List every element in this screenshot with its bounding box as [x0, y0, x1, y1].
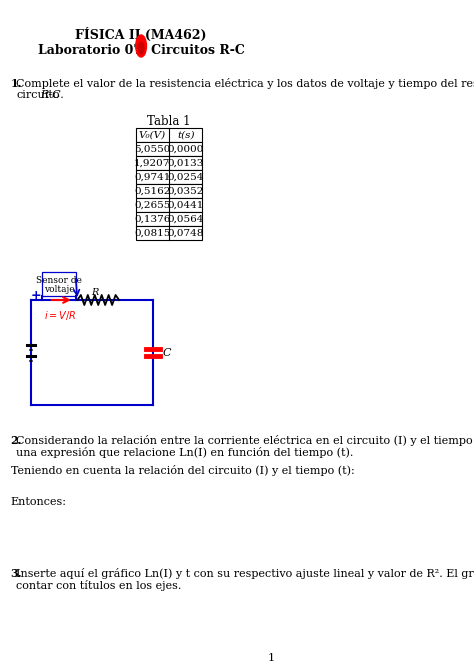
Text: Teniendo en cuenta la relación del circuito (I) y el tiempo (t):: Teniendo en cuenta la relación del circu… — [11, 465, 355, 476]
Bar — [136, 142, 202, 156]
Bar — [136, 212, 202, 226]
Text: 0,1376: 0,1376 — [134, 214, 171, 224]
Text: R-C.: R-C. — [40, 90, 64, 100]
Text: 0,2655: 0,2655 — [134, 200, 171, 210]
Text: 0,0000: 0,0000 — [167, 145, 204, 153]
Text: Tabla 1: Tabla 1 — [147, 115, 191, 127]
Text: 1,9207: 1,9207 — [134, 159, 171, 168]
Text: $i = V/R$: $i = V/R$ — [44, 309, 76, 322]
Text: 0,9741: 0,9741 — [134, 172, 171, 182]
Text: 3.: 3. — [11, 568, 22, 579]
Bar — [136, 226, 202, 240]
Text: voltaje: voltaje — [44, 285, 74, 293]
Text: 2.: 2. — [11, 435, 22, 446]
Text: 0,0564: 0,0564 — [167, 214, 204, 224]
Text: Laboratorio 07: Circuitos R-C: Laboratorio 07: Circuitos R-C — [37, 44, 245, 56]
Text: 0,0352: 0,0352 — [167, 186, 204, 196]
Ellipse shape — [138, 42, 144, 54]
Text: V₀(V): V₀(V) — [139, 131, 166, 139]
Text: 0,0441: 0,0441 — [167, 200, 204, 210]
Text: Sensor de: Sensor de — [36, 275, 82, 285]
Text: contar con títulos en los ejes.: contar con títulos en los ejes. — [16, 580, 182, 591]
Text: 0,0254: 0,0254 — [167, 172, 204, 182]
Text: 0,5162: 0,5162 — [134, 186, 171, 196]
Bar — [42, 272, 76, 296]
Text: 1: 1 — [267, 653, 274, 663]
Text: 0,0815: 0,0815 — [134, 228, 171, 237]
Text: 0,0748: 0,0748 — [167, 228, 204, 237]
Bar — [136, 128, 202, 142]
Text: una expresión que relacione Ln(I) en función del tiempo (t).: una expresión que relacione Ln(I) en fun… — [16, 447, 354, 458]
Text: FÍSICA II (MA462): FÍSICA II (MA462) — [75, 28, 207, 42]
Bar — [136, 156, 202, 170]
Text: 1.: 1. — [11, 78, 22, 89]
Ellipse shape — [136, 35, 146, 57]
Bar — [136, 184, 202, 198]
Text: C: C — [163, 348, 171, 358]
Text: Complete el valor de la resistencia eléctrica y los datos de voltaje y tiempo de: Complete el valor de la resistencia eléc… — [16, 78, 474, 89]
Text: t(s): t(s) — [177, 131, 194, 139]
Bar — [136, 198, 202, 212]
Text: R: R — [91, 287, 99, 297]
Bar — [136, 170, 202, 184]
Text: +: + — [30, 289, 41, 302]
Text: 0,0133: 0,0133 — [167, 159, 204, 168]
Text: Considerando la relación entre la corriente eléctrica en el circuito (I) y el ti: Considerando la relación entre la corrie… — [16, 435, 474, 446]
Text: 5,0550: 5,0550 — [134, 145, 171, 153]
Text: Entonces:: Entonces: — [11, 497, 67, 507]
Text: Inserte aquí el gráfico Ln(I) y t con su respectivo ajuste lineal y valor de R².: Inserte aquí el gráfico Ln(I) y t con su… — [16, 568, 474, 579]
Text: circuito: circuito — [16, 90, 60, 100]
